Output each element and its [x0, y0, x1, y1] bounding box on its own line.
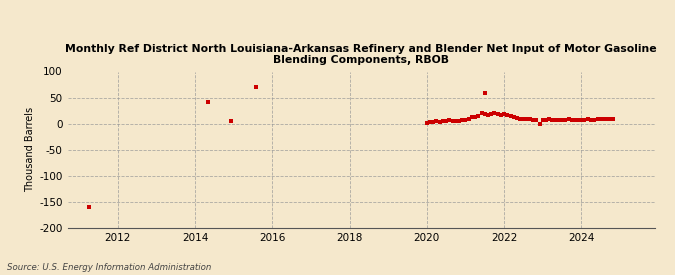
Point	[437, 119, 448, 123]
Point	[466, 115, 477, 120]
Point	[454, 119, 464, 123]
Point	[518, 117, 529, 121]
Point	[492, 112, 503, 117]
Point	[479, 112, 490, 117]
Point	[592, 117, 603, 121]
Point	[531, 118, 541, 122]
Point	[570, 118, 580, 122]
Point	[225, 119, 236, 123]
Point	[83, 205, 94, 210]
Point	[202, 100, 213, 104]
Point	[431, 119, 442, 123]
Point	[605, 116, 616, 121]
Point	[544, 117, 555, 121]
Point	[534, 122, 545, 127]
Point	[566, 117, 577, 122]
Y-axis label: Thousand Barrels: Thousand Barrels	[25, 107, 35, 192]
Point	[495, 113, 506, 117]
Point	[537, 118, 548, 122]
Point	[448, 119, 458, 123]
Point	[524, 117, 535, 121]
Point	[489, 111, 500, 116]
Point	[508, 115, 519, 119]
Point	[502, 113, 512, 118]
Point	[506, 114, 516, 119]
Point	[521, 116, 532, 121]
Point	[457, 118, 468, 122]
Point	[576, 118, 587, 122]
Point	[470, 115, 481, 119]
Point	[460, 117, 471, 122]
Point	[499, 112, 510, 117]
Point	[563, 117, 574, 121]
Point	[250, 85, 261, 89]
Point	[573, 117, 584, 122]
Point	[486, 112, 497, 116]
Point	[479, 91, 490, 96]
Point	[583, 117, 593, 121]
Point	[428, 119, 439, 124]
Point	[608, 116, 619, 121]
Point	[463, 116, 474, 121]
Point	[434, 119, 445, 124]
Point	[560, 117, 570, 122]
Title: Monthly Ref District North Louisiana-Arkansas Refinery and Blender Net Input of : Monthly Ref District North Louisiana-Ark…	[65, 43, 657, 65]
Point	[589, 117, 599, 122]
Point	[443, 118, 454, 122]
Point	[557, 117, 568, 122]
Point	[586, 117, 597, 122]
Point	[515, 116, 526, 121]
Point	[595, 117, 606, 121]
Point	[554, 118, 564, 122]
Point	[602, 117, 613, 121]
Point	[472, 114, 483, 118]
Point	[450, 119, 461, 123]
Point	[483, 113, 493, 117]
Point	[512, 116, 522, 120]
Point	[541, 117, 551, 122]
Point	[550, 118, 561, 122]
Text: Source: U.S. Energy Information Administration: Source: U.S. Energy Information Administ…	[7, 263, 211, 272]
Point	[579, 117, 590, 122]
Point	[547, 117, 558, 122]
Point	[528, 117, 539, 122]
Point	[425, 120, 435, 124]
Point	[421, 120, 432, 125]
Point	[598, 116, 609, 121]
Point	[441, 119, 452, 123]
Point	[477, 111, 487, 116]
